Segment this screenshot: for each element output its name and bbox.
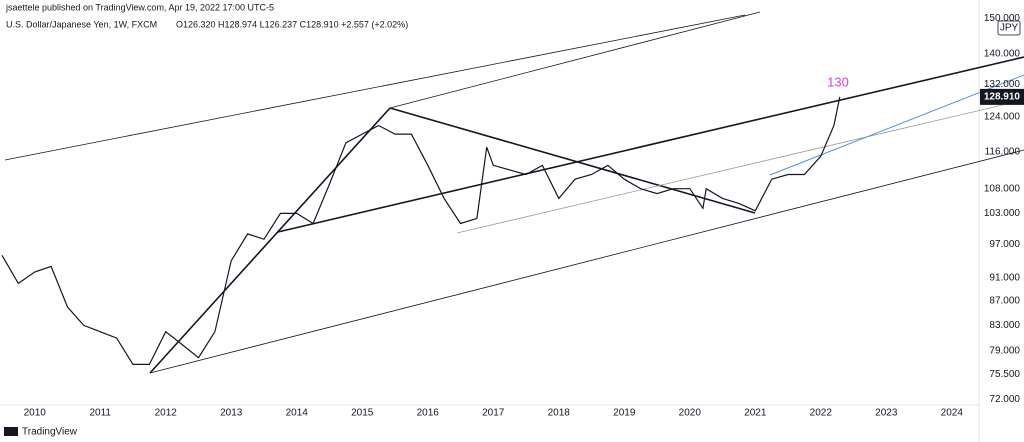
y-tick-label: 124.000 xyxy=(984,112,1021,123)
x-tick-label: 2017 xyxy=(482,408,505,419)
x-tick-label: 2020 xyxy=(679,408,702,419)
y-tick-label: 132.000 xyxy=(984,79,1021,90)
trendline xyxy=(277,56,1024,233)
y-tick-label: 72.000 xyxy=(989,394,1020,405)
x-tick-label: 2022 xyxy=(810,408,833,419)
x-tick-label: 2016 xyxy=(417,408,440,419)
last-price-box xyxy=(980,88,1024,105)
y-tick-label: 83.000 xyxy=(989,320,1020,331)
publisher: jsaettele published on TradingView.com, … xyxy=(5,2,274,12)
x-tick-label: 2021 xyxy=(744,408,767,419)
x-tick-label: 2015 xyxy=(351,408,374,419)
x-tick-label: 2012 xyxy=(155,408,178,419)
y-tick-label: 108.000 xyxy=(984,183,1021,194)
symbol-title: U.S. Dollar/Japanese Yen, 1W, FXCM xyxy=(6,19,157,29)
currency: JPY xyxy=(1000,23,1019,34)
y-tick-label: 75.500 xyxy=(989,369,1020,380)
x-tick-label: 2023 xyxy=(875,408,898,419)
y-tick-label: 97.000 xyxy=(989,239,1020,250)
y-tick-label: 116.000 xyxy=(985,146,1021,157)
currency-box xyxy=(997,20,1021,36)
trendline xyxy=(456,99,1024,234)
y-tick-label: 150.000 xyxy=(984,13,1021,24)
x-tick-label: 2024 xyxy=(941,408,964,419)
y-tick-label: 91.000 xyxy=(989,272,1020,283)
trendline xyxy=(4,14,746,161)
x-tick-label: 2010 xyxy=(24,408,47,419)
trendline xyxy=(389,11,761,109)
x-tick-label: 2019 xyxy=(613,408,636,419)
y-tick-label: 140.000 xyxy=(984,49,1021,60)
brand-logo xyxy=(4,427,18,436)
ohlc-readout: O126.320 H128.974 L126.237 C128.910 +2.5… xyxy=(176,19,408,29)
annotation: 130 xyxy=(827,74,849,89)
last-price-label: 128.910 xyxy=(984,92,1021,103)
trendline xyxy=(149,107,391,374)
price-line xyxy=(1,96,841,365)
x-tick-label: 2013 xyxy=(220,408,243,419)
y-tick-label: 79.000 xyxy=(989,346,1020,357)
x-tick-label: 2014 xyxy=(286,408,309,419)
y-tick-label: 87.000 xyxy=(989,296,1020,307)
brand: TradingView xyxy=(22,427,78,438)
x-tick-label: 2011 xyxy=(89,408,111,419)
trendline xyxy=(149,149,1024,374)
x-tick-label: 2018 xyxy=(548,408,571,419)
y-tick-label: 103.000 xyxy=(984,208,1021,219)
